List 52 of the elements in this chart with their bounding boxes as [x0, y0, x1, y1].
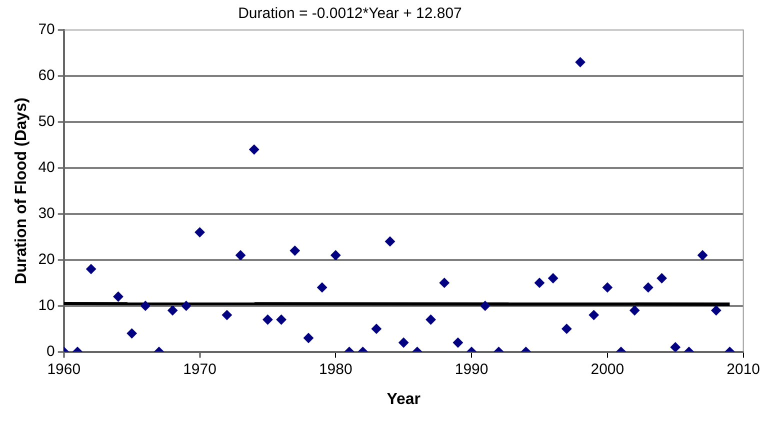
y-tick-label: 20 [38, 251, 55, 268]
y-axis-title: Duration of Flood (Days) [13, 98, 30, 284]
point [698, 250, 708, 260]
y-tick-label: 50 [38, 113, 55, 130]
point [249, 144, 260, 155]
point [236, 250, 246, 260]
point [588, 310, 599, 320]
point [262, 314, 273, 325]
point [290, 246, 300, 256]
point [276, 314, 286, 325]
point [86, 264, 96, 274]
point [602, 282, 612, 292]
point [371, 324, 382, 334]
y-tick-label: 40 [38, 159, 55, 176]
x-axis-title: Year [386, 390, 421, 408]
x-tick-label: 2010 [726, 360, 760, 378]
x-tick-label: 1990 [454, 360, 488, 378]
point [548, 273, 558, 284]
point [439, 278, 450, 288]
x-tick-label: 1960 [47, 360, 81, 378]
x-tick-label: 1970 [183, 360, 216, 378]
y-tick-label: 30 [38, 205, 55, 222]
point [194, 227, 205, 238]
point [113, 292, 124, 302]
point [656, 273, 667, 284]
point [643, 282, 654, 292]
y-tick-label: 60 [38, 67, 55, 84]
y-tick-label: 0 [46, 342, 55, 360]
y-tick-label: 70 [38, 21, 55, 38]
point [181, 300, 192, 311]
x-tick-label: 1980 [318, 360, 352, 378]
point [140, 300, 150, 311]
point [711, 305, 722, 316]
point [330, 250, 341, 260]
point [575, 57, 586, 68]
y-tick-label: 10 [38, 296, 55, 314]
point [670, 342, 680, 352]
point [398, 338, 409, 348]
point [630, 305, 640, 316]
point [222, 310, 232, 320]
point [480, 300, 490, 311]
point [385, 236, 396, 246]
point [562, 324, 572, 334]
point [303, 333, 314, 344]
point [317, 282, 328, 292]
point [534, 278, 544, 288]
text: Duration = -0.0012*Year + 12.807 [237, 5, 463, 22]
point [426, 314, 436, 325]
point [126, 328, 137, 338]
point [452, 338, 463, 348]
x-tick-label: 2000 [590, 360, 624, 378]
point [168, 305, 178, 316]
